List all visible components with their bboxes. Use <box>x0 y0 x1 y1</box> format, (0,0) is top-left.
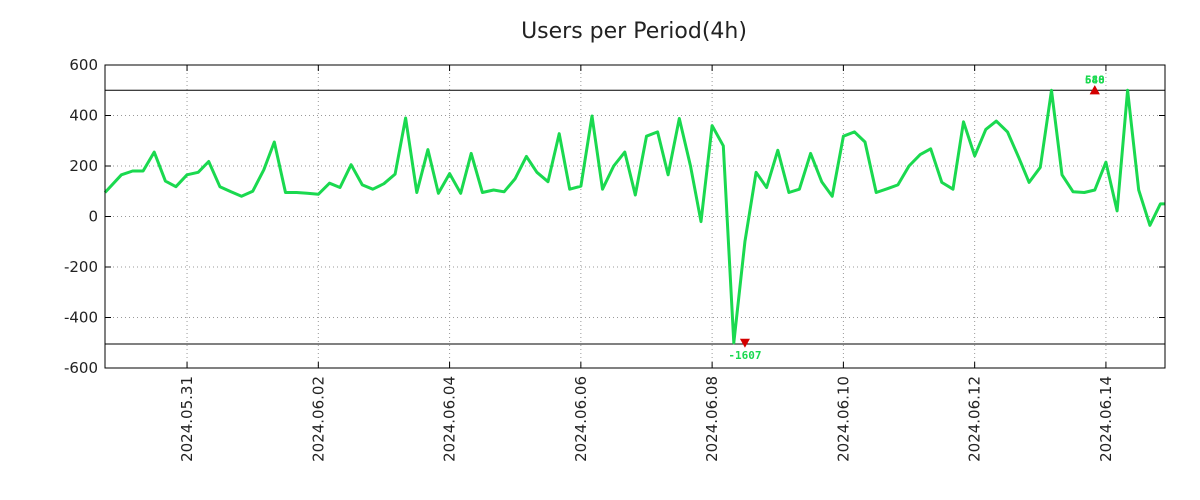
threshold-lines <box>105 89 1165 345</box>
x-tick-label: 2024.06.08 <box>703 376 721 462</box>
grid <box>105 65 1165 368</box>
x-tick-label: 2024.06.06 <box>572 376 590 462</box>
marker-label: 648 <box>1085 73 1105 86</box>
x-tick-label: 2024.06.12 <box>966 376 984 462</box>
y-tick-label: 600 <box>69 56 98 74</box>
y-axis-ticks: 600 400 200 0 -200 -400 -600 <box>64 56 1165 377</box>
x-axis-ticks: 2024.05.31 2024.06.02 2024.06.04 2024.06.06… <box>178 65 1115 462</box>
y-tick-label: -400 <box>64 309 98 327</box>
peak-marker: -1607 <box>728 338 762 362</box>
y-tick-label: 200 <box>69 157 98 175</box>
marker-up-icon <box>1089 85 1100 95</box>
y-tick-label: 0 <box>88 208 98 226</box>
x-tick-label: 2024.06.02 <box>309 376 327 462</box>
x-tick-label: 2024.05.31 <box>178 376 196 462</box>
x-tick-label: 2024.06.04 <box>441 376 459 462</box>
y-tick-label: 400 <box>69 107 98 125</box>
series <box>103 88 1165 345</box>
marker-label: -1607 <box>728 349 761 362</box>
marker-down-icon <box>739 338 750 348</box>
y-tick-label: -600 <box>64 359 98 377</box>
chart-title: Users per Period(4h) <box>521 19 747 44</box>
x-tick-label: 2024.06.14 <box>1097 376 1115 462</box>
users-series-line <box>103 88 1165 345</box>
y-tick-label: -200 <box>64 258 98 276</box>
peak-marker: 648 <box>1085 73 1105 95</box>
x-tick-label: 2024.06.10 <box>834 376 852 462</box>
marker-label: 580 <box>1085 73 1105 86</box>
